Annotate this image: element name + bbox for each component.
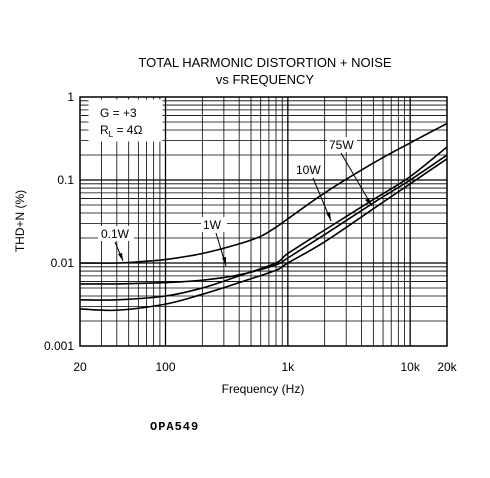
chart-title-line2: vs FREQUENCY (215, 72, 315, 87)
x-tick-label: 10k (400, 360, 420, 374)
x-tick-label: 20k (437, 360, 457, 374)
part-number: OPA549 (150, 420, 200, 434)
series-line-10w (79, 146, 448, 301)
svg-text:75W: 75W (329, 138, 354, 152)
y-axis-label: THD+N (%) (13, 190, 27, 252)
y-tick-label: 1 (67, 90, 74, 104)
svg-text:0.1W: 0.1W (101, 227, 130, 241)
y-tick-label: 0.01 (51, 256, 75, 270)
series-line-0-1w (79, 122, 448, 264)
chart-title-line1: TOTAL HARMONIC DISTORTION + NOISE (138, 55, 392, 70)
plot-frame (79, 96, 448, 347)
series-line-75w (79, 158, 448, 312)
conditions-box (88, 99, 163, 142)
y-tick-label: 0.1 (57, 173, 74, 187)
x-tick-label: 1k (281, 360, 295, 374)
svg-text:1W: 1W (203, 218, 222, 232)
x-axis-label: Frequency (Hz) (222, 382, 305, 396)
series-label-75w: 75W (327, 137, 373, 207)
series-label-1w: 1W (201, 217, 227, 267)
y-tick-label: 0.001 (44, 339, 74, 353)
tick-labels: 20 100 1k 10k 20k 1 0.1 0.01 0.001 (44, 90, 458, 374)
series-line-1w (79, 154, 448, 285)
series-label-0-1w: 0.1W (98, 226, 134, 262)
chart-title: TOTAL HARMONIC DISTORTION + NOISE vs FRE… (0, 54, 490, 88)
gain-label: G = +3 (100, 106, 137, 120)
series-label-10w: 10W (294, 162, 332, 222)
x-tick-label: 20 (73, 360, 87, 374)
x-tick-label: 100 (155, 360, 175, 374)
load-label: RL = 4Ω (100, 123, 142, 139)
series-lines (79, 122, 448, 312)
svg-text:10W: 10W (296, 163, 321, 177)
